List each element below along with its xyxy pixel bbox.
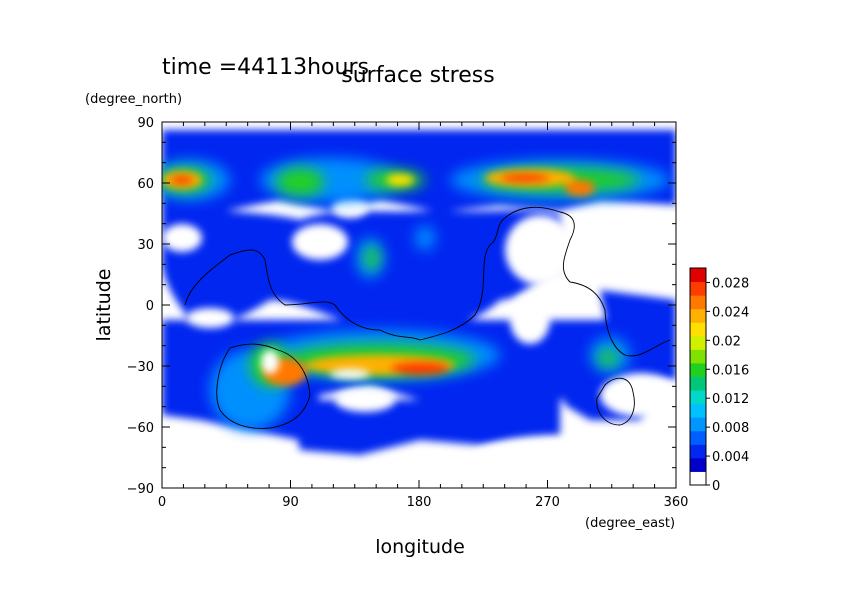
x-axis: 0 90 180 270 360 <box>158 122 689 510</box>
colorbar-swatch <box>690 268 706 283</box>
y-axis-label: latitude <box>93 269 115 342</box>
y-tick-label: 0 <box>146 299 154 314</box>
colorbar-tick-label: 0.016 <box>712 363 749 378</box>
coastline-australia <box>216 343 311 429</box>
coastlines <box>184 206 671 429</box>
colorbar-swatch <box>690 403 706 418</box>
y-tick-label: −60 <box>127 421 154 436</box>
y-tick-label: 30 <box>137 238 154 253</box>
coastline-southern-tip <box>596 377 635 426</box>
x-tick-label: 0 <box>158 495 166 510</box>
white-interior-gaps <box>261 350 370 379</box>
time-label: time =44113hours <box>162 55 369 80</box>
x-tick-label: 270 <box>535 495 560 510</box>
colorbar-swatch <box>690 349 706 364</box>
colorbar-tick-label: 0.028 <box>712 276 749 291</box>
colorbar-tick-label: 0.008 <box>712 421 749 436</box>
colorbar-swatch <box>690 295 706 310</box>
colorbar-frame <box>689 267 707 486</box>
x-units-label: (degree_east) <box>585 516 675 531</box>
colorbar-swatch <box>690 335 706 350</box>
colorbar-swatch <box>690 430 706 445</box>
heatmap-field <box>162 122 676 488</box>
colorbar-tick-label: 0.012 <box>712 392 749 407</box>
colorbar-swatch <box>690 362 706 377</box>
x-tick-label: 90 <box>282 495 299 510</box>
colorbar-tick-label: 0.024 <box>712 305 749 320</box>
colorbar-tick-label: 0.02 <box>712 334 741 349</box>
colorbar-swatch <box>690 417 706 432</box>
colorbar-swatch <box>690 444 706 459</box>
colorbar: 0 0.004 0.008 0.012 0.016 0.02 0.024 0.028 <box>689 267 749 494</box>
coastline-africa <box>184 217 506 341</box>
zero-stress-gaps <box>162 198 676 485</box>
colorbar-swatch <box>690 308 706 323</box>
colorbar-swatch <box>690 390 706 405</box>
y-axis: 90 60 30 0 −30 −60 −90 <box>127 116 676 497</box>
chart-title: surface stress <box>341 63 494 88</box>
colorbar-tick-label: 0.004 <box>712 450 749 465</box>
y-tick-label: 90 <box>137 116 154 131</box>
y-tick-label: 60 <box>137 177 154 192</box>
colorbar-swatch <box>690 376 706 391</box>
y-tick-label: −90 <box>127 482 154 497</box>
colorbar-swatch <box>690 471 706 485</box>
colorbar-swatch <box>690 322 706 337</box>
colorbar-swatch <box>690 281 706 296</box>
y-tick-label: −30 <box>127 360 154 375</box>
y-units-label: (degree_north) <box>85 92 182 107</box>
x-tick-label: 360 <box>664 495 689 510</box>
x-axis-label: longitude <box>375 536 465 558</box>
x-tick-label: 180 <box>407 495 432 510</box>
coastline-south-america <box>504 206 671 357</box>
colorbar-tick-label: 0 <box>712 479 720 494</box>
colorbar-swatch <box>690 457 706 472</box>
